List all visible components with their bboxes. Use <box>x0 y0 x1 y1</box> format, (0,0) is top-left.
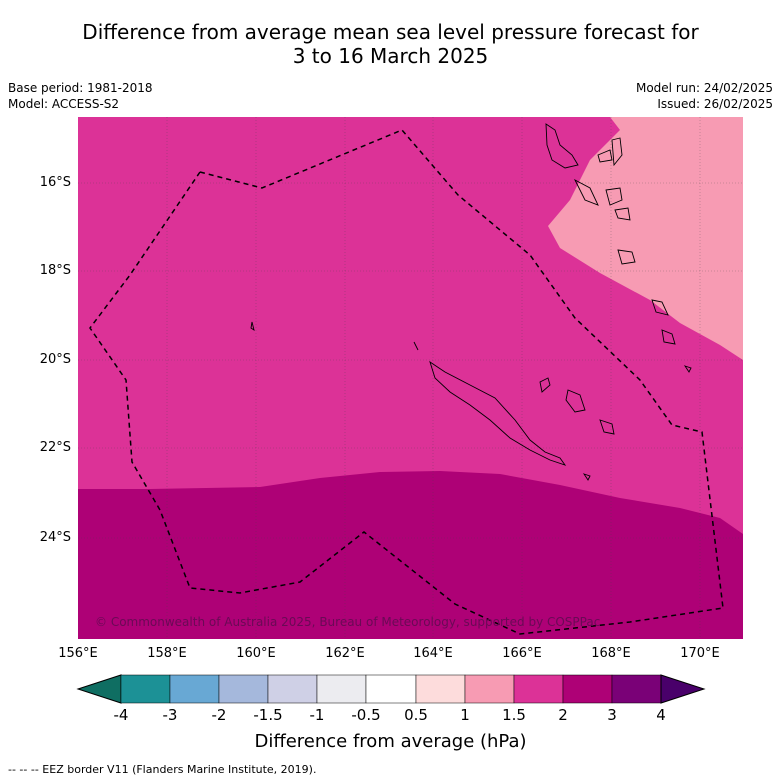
cb-tick: -2 <box>211 706 227 724</box>
eez-border <box>89 129 724 635</box>
coastlines <box>250 123 692 481</box>
lon-tick-162e: 162°E <box>325 646 365 661</box>
lat-tick-24s: 24°S <box>39 530 71 545</box>
model-name: Model: ACCESS-S2 <box>8 97 120 111</box>
cb-tick: -4 <box>113 706 129 724</box>
lat-tick-20s: 20°S <box>39 352 71 367</box>
cb-tick: -0.5 <box>351 706 381 724</box>
base-period: Base period: 1981-2018 <box>8 81 153 95</box>
lat-tick-16s: 16°S <box>39 175 71 190</box>
lon-tick-170e: 170°E <box>680 646 720 661</box>
lat-tick-18s: 18°S <box>39 263 71 278</box>
lon-tick-166e: 166°E <box>502 646 542 661</box>
cb-tick: 3 <box>607 706 617 724</box>
lon-tick-156e: 156°E <box>58 646 98 661</box>
new-caledonia-island <box>429 360 567 466</box>
lat-tick-22s: 22°S <box>39 440 71 455</box>
cb-tick: -1.5 <box>253 706 283 724</box>
map-title-line2: 3 to 16 March 2025 <box>292 44 489 68</box>
cb-tick: -1 <box>309 706 325 724</box>
map-title-line1: Difference from average mean sea level p… <box>82 20 699 44</box>
cb-tick: 4 <box>656 706 666 724</box>
lon-tick-160e: 160°E <box>236 646 276 661</box>
lon-tick-158e: 158°E <box>147 646 187 661</box>
region-2-to-3 <box>78 471 743 639</box>
cb-tick: 1 <box>460 706 470 724</box>
colorbar-left-arrow <box>76 674 122 704</box>
colorbar-right-arrow <box>660 674 706 704</box>
issued-date: Issued: 26/02/2025 <box>657 97 773 111</box>
graticule <box>78 117 743 639</box>
vanuatu-island-1 <box>545 123 579 169</box>
copyright-text: © Commonwealth of Australia 2025, Bureau… <box>95 615 600 629</box>
cb-tick: -3 <box>162 706 178 724</box>
model-run: Model run: 24/02/2025 <box>635 81 773 95</box>
cb-tick: 2 <box>558 706 568 724</box>
colorbar <box>76 674 706 704</box>
colorbar-label: Difference from average (hPa) <box>254 731 527 752</box>
eez-legend-footer: -- -- -- EEZ border V11 (Flanders Marine… <box>8 763 317 776</box>
lon-tick-168e: 168°E <box>591 646 631 661</box>
lon-tick-164e: 164°E <box>413 646 453 661</box>
cb-tick: 0.5 <box>404 706 428 724</box>
region-1-to-1p5 <box>548 117 743 360</box>
cb-tick: 1.5 <box>502 706 526 724</box>
map-area: © Commonwealth of Australia 2025, Bureau… <box>78 117 743 639</box>
